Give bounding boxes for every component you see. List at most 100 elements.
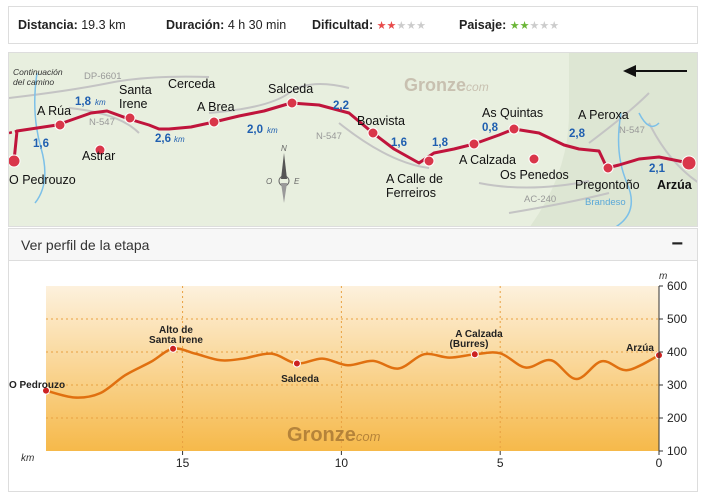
difficulty-label: Dificultad: bbox=[312, 18, 374, 32]
map-brand-suffix: com bbox=[466, 80, 489, 94]
difficulty-star-icon: ★ bbox=[376, 20, 387, 32]
compass-o: O bbox=[266, 177, 272, 186]
place-a-peroxa: A Peroxa bbox=[578, 108, 629, 122]
waypoint-marker bbox=[42, 386, 50, 395]
map-shade bbox=[530, 53, 697, 226]
landscape-star-icon: ★ bbox=[529, 20, 540, 32]
marker-o-pedrouzo[interactable] bbox=[9, 154, 21, 168]
x-tick-label: 5 bbox=[497, 456, 504, 470]
marker-boavista[interactable] bbox=[367, 127, 379, 139]
stage-stats-bar: Distancia: 19.3 km Duración: 4 h 30 min … bbox=[8, 6, 698, 44]
marker-a-calzada[interactable] bbox=[468, 138, 480, 150]
continuation-note-2: del camino bbox=[13, 77, 54, 87]
place-o-pedrouzo: O Pedrouzo bbox=[9, 173, 76, 187]
distance-label: 2,6 bbox=[155, 133, 171, 145]
x-tick-label: 15 bbox=[176, 456, 190, 470]
distance-label: 0,8 bbox=[482, 122, 499, 134]
chart-brand-name: Gronze bbox=[287, 424, 356, 446]
marker-a-calle-de-ferreiros[interactable] bbox=[423, 155, 435, 167]
label-o-pedrouzo: O Pedrouzo bbox=[9, 380, 65, 391]
difficulty-star-icon: ★ bbox=[406, 20, 417, 32]
marker-a-rua[interactable] bbox=[54, 119, 66, 131]
profile-header-title: Ver perfil de la etapa bbox=[21, 237, 150, 253]
y-tick-label: 400 bbox=[667, 345, 687, 359]
distance-label: 2,0 bbox=[247, 124, 263, 136]
y-unit: m bbox=[659, 271, 667, 282]
map-svg: DP-6601 N-547 N-547 N-547 AC-240 Brandes… bbox=[9, 53, 697, 226]
marker-a-brea[interactable] bbox=[208, 116, 220, 128]
collapse-icon[interactable]: − bbox=[671, 233, 683, 255]
direction-arrow-icon bbox=[623, 65, 687, 77]
compass-e: E bbox=[294, 177, 300, 186]
minor-road bbox=[9, 75, 210, 99]
marker-astrar[interactable] bbox=[94, 144, 106, 156]
difficulty-star-icon: ★ bbox=[396, 20, 407, 32]
y-tick-label: 100 bbox=[667, 444, 687, 458]
minor-road bbox=[478, 180, 590, 189]
river-brandeso bbox=[615, 112, 633, 226]
map-brand-name: Gronze bbox=[404, 75, 466, 95]
landscape-label: Paisaje: bbox=[459, 18, 507, 32]
minor-road bbox=[338, 122, 430, 169]
place-a-brea: A Brea bbox=[197, 100, 235, 114]
waypoint-marker bbox=[292, 359, 301, 368]
distance-unit: km bbox=[174, 135, 185, 144]
elevation-profile-panel: Ver perfil de la etapa − Gronzecom 600 50… bbox=[8, 228, 698, 492]
distance-label: 1,6 bbox=[391, 137, 407, 149]
place-cerceda: Cerceda bbox=[168, 77, 215, 91]
chart-brand: Gronzecom bbox=[287, 424, 381, 446]
marker-as-quintas[interactable] bbox=[508, 123, 520, 135]
duration-stat: Duración: 4 h 30 min bbox=[166, 18, 286, 32]
landscape-star-icon: ★ bbox=[509, 20, 520, 32]
landscape-star-icon: ★ bbox=[519, 20, 530, 32]
chart-brand-suffix: com bbox=[356, 429, 381, 444]
place-arzua: Arzúa bbox=[657, 178, 693, 192]
minor-road bbox=[508, 192, 610, 214]
stage-map[interactable]: DP-6601 N-547 N-547 N-547 AC-240 Brandes… bbox=[8, 52, 698, 227]
label-salceda: Salceda bbox=[281, 374, 319, 385]
minor-road bbox=[648, 122, 697, 183]
x-unit: km bbox=[21, 453, 34, 464]
village-markers bbox=[9, 97, 697, 174]
marker-arzua[interactable] bbox=[681, 155, 697, 171]
marker-santa-irene[interactable] bbox=[124, 112, 136, 124]
map-brand: Gronzecom bbox=[404, 75, 489, 95]
distance-label: 2,2 bbox=[333, 100, 349, 112]
minor-roads bbox=[9, 75, 697, 214]
marker-salceda[interactable] bbox=[286, 97, 298, 109]
label-arzua: Arzúa bbox=[626, 343, 654, 354]
difficulty-stars: ★★★★★ bbox=[377, 18, 426, 32]
place-ferreiros: Ferreiros bbox=[386, 186, 436, 200]
difficulty-star-icon: ★ bbox=[386, 20, 397, 32]
difficulty-stat: Dificultad: ★★★★★ bbox=[312, 18, 426, 32]
label-santa-irene: Santa Irene bbox=[149, 335, 203, 346]
landscape-star-icon: ★ bbox=[549, 20, 560, 32]
place-as-quintas: As Quintas bbox=[482, 106, 543, 120]
chart-plot-area bbox=[46, 286, 659, 451]
x-tick-label: 0 bbox=[656, 456, 663, 470]
chart-grid bbox=[46, 286, 659, 451]
road-label: N-547 bbox=[89, 117, 115, 128]
y-tick-label: 500 bbox=[667, 312, 687, 326]
y-tick-label: 600 bbox=[667, 279, 687, 293]
landscape-star-icon: ★ bbox=[539, 20, 550, 32]
river bbox=[34, 72, 46, 204]
compass-n: N bbox=[281, 144, 287, 153]
segment-distances: 1,6 1,8 km 2,6 km 2,0 km 2,2 1,6 1,8 0,8… bbox=[33, 96, 666, 175]
minor-road bbox=[588, 92, 650, 144]
y-axis-ticks: 600 500 400 300 200 100 bbox=[659, 279, 687, 458]
marker-pregontono[interactable] bbox=[602, 162, 614, 174]
profile-header[interactable]: Ver perfil de la etapa − bbox=[9, 229, 697, 261]
road-label: DP-6601 bbox=[84, 71, 122, 82]
marker-os-penedos[interactable] bbox=[528, 153, 540, 165]
road-label: N-547 bbox=[316, 131, 342, 142]
compass-icon: N O E bbox=[266, 144, 300, 203]
distance-label: 1,8 bbox=[432, 137, 449, 149]
distance-label: 2,1 bbox=[649, 163, 666, 175]
distance-label: 2,8 bbox=[569, 128, 586, 140]
minor-road bbox=[68, 107, 140, 134]
distance-label: 1,6 bbox=[33, 138, 49, 150]
label-burres: (Burres) bbox=[450, 339, 489, 350]
label-a-calzada: A Calzada bbox=[455, 329, 503, 340]
y-tick-label: 300 bbox=[667, 378, 687, 392]
